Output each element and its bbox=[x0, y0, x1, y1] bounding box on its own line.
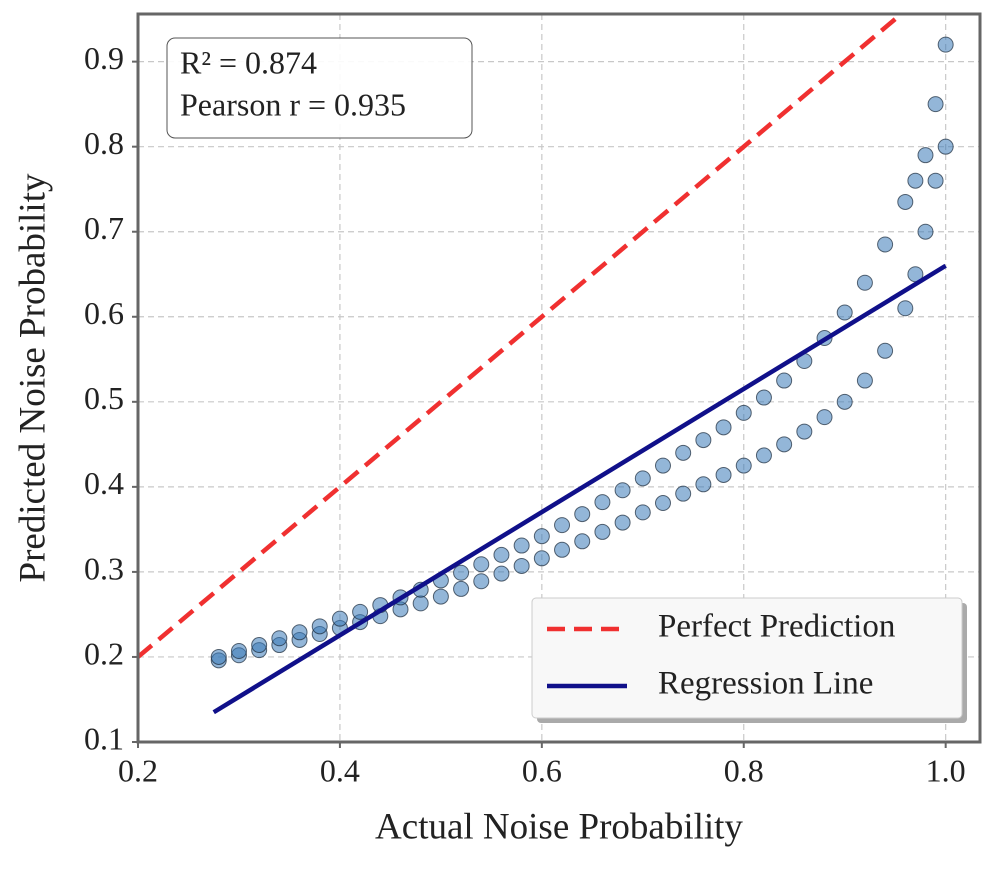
scatter-point bbox=[755, 389, 772, 406]
scatter-point bbox=[453, 580, 470, 597]
scatter-point bbox=[453, 564, 470, 581]
scatter-point bbox=[352, 603, 369, 620]
x-tick-label: 0.4 bbox=[320, 752, 360, 788]
scatter-point bbox=[493, 565, 510, 582]
scatter-point bbox=[554, 541, 571, 558]
y-tick-label: 0.9 bbox=[84, 40, 124, 76]
scatter-point bbox=[695, 432, 712, 449]
scatter-point bbox=[776, 372, 793, 389]
scatter-point bbox=[897, 300, 914, 317]
scatter-point bbox=[594, 494, 611, 511]
scatter-point bbox=[675, 444, 692, 461]
scatter-point bbox=[554, 517, 571, 534]
scatter-point bbox=[432, 588, 449, 605]
scatter-point bbox=[533, 550, 550, 567]
x-tick-label: 0.8 bbox=[724, 752, 764, 788]
scatter-point bbox=[271, 630, 288, 647]
legend-label: Regression Line bbox=[658, 666, 873, 702]
scatter-point bbox=[654, 457, 671, 474]
scatter-point bbox=[917, 223, 934, 240]
scatter-point bbox=[594, 523, 611, 540]
scatter-point bbox=[907, 172, 924, 189]
scatter-point bbox=[331, 610, 348, 627]
scatter-point bbox=[634, 470, 651, 487]
y-tick-label: 0.3 bbox=[84, 550, 124, 586]
scatter-point bbox=[473, 556, 490, 573]
plot-area bbox=[138, 14, 954, 715]
series-line bbox=[212, 263, 947, 715]
scatter-point bbox=[614, 514, 631, 531]
y-axis-label: Predicted Noise Probability bbox=[12, 173, 53, 582]
scatter-point bbox=[230, 643, 247, 659]
x-tick-label: 0.6 bbox=[522, 752, 562, 788]
scatter-point bbox=[513, 557, 530, 574]
legend-box bbox=[531, 597, 963, 719]
x-tick-label: 0.2 bbox=[118, 752, 158, 788]
scatter-point bbox=[251, 637, 268, 654]
scatter-point bbox=[856, 274, 873, 291]
y-tick-label: 0.5 bbox=[84, 380, 124, 416]
scatter-point bbox=[675, 485, 692, 502]
legend-label: Perfect Prediction bbox=[658, 609, 895, 645]
y-tick-label: 0.4 bbox=[84, 465, 124, 501]
scatter-point bbox=[493, 546, 510, 563]
scatter-point bbox=[715, 419, 732, 436]
scatter-point bbox=[856, 372, 873, 389]
scatter-point bbox=[836, 393, 853, 410]
scatter-point bbox=[836, 304, 853, 321]
scatter-point bbox=[897, 193, 914, 210]
scatter-point bbox=[210, 648, 227, 665]
y-tick-label: 0.2 bbox=[84, 635, 124, 671]
scatter-point bbox=[816, 409, 833, 426]
scatter-point bbox=[877, 342, 894, 359]
scatter-point bbox=[715, 466, 732, 483]
scatter-point bbox=[735, 404, 752, 421]
y-tick-label: 0.7 bbox=[84, 210, 124, 246]
scatter-point bbox=[533, 528, 550, 545]
scatter-point bbox=[695, 476, 712, 493]
scatter-point bbox=[513, 537, 530, 554]
annotation-text: Pearson r = 0.935 bbox=[180, 86, 406, 122]
y-tick-label: 0.1 bbox=[84, 720, 124, 756]
scatter-point bbox=[877, 236, 894, 253]
scatter-point bbox=[291, 624, 308, 641]
y-tick-label: 0.6 bbox=[84, 295, 124, 331]
scatter-point bbox=[927, 96, 944, 113]
scatter-point bbox=[614, 482, 631, 499]
scatter-point bbox=[634, 504, 651, 521]
scatter-point bbox=[311, 618, 328, 635]
scatter-point bbox=[654, 495, 671, 512]
scatter-point bbox=[796, 423, 813, 440]
scatter-point bbox=[937, 138, 954, 155]
scatter-point bbox=[927, 172, 944, 189]
scatter-point bbox=[574, 506, 591, 523]
scatter-point bbox=[735, 457, 752, 474]
scatter-point bbox=[574, 533, 591, 550]
annotation-box bbox=[166, 37, 473, 139]
scatter-point bbox=[755, 447, 772, 464]
scatter-point bbox=[776, 436, 793, 453]
annotation-text: R² = 0.874 bbox=[180, 44, 317, 80]
x-tick-label: 1.0 bbox=[926, 752, 966, 788]
plot-frame bbox=[136, 12, 982, 744]
scatter-point bbox=[917, 147, 934, 164]
scatter-point bbox=[412, 595, 429, 612]
scatter-point bbox=[937, 36, 954, 53]
y-tick-label: 0.8 bbox=[84, 125, 124, 161]
x-axis-label: Actual Noise Probability bbox=[375, 806, 743, 847]
series-line bbox=[138, 14, 903, 659]
scatter-point bbox=[473, 573, 490, 590]
